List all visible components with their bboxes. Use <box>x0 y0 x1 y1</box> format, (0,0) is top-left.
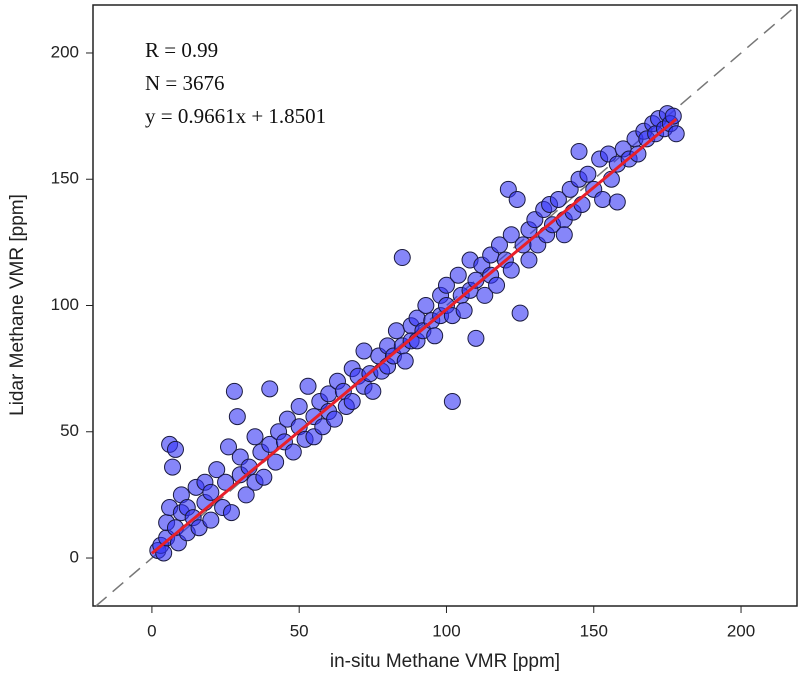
point <box>237 486 255 504</box>
y-tick-label: 200 <box>51 42 79 61</box>
point <box>426 327 444 345</box>
point <box>629 145 647 163</box>
point <box>202 511 220 529</box>
point <box>555 226 573 244</box>
point <box>570 142 588 160</box>
y-tick-label: 100 <box>51 295 79 314</box>
y-tick-label: 50 <box>60 421 79 440</box>
point <box>166 440 184 458</box>
x-tick-label: 100 <box>432 621 460 640</box>
point <box>502 261 520 279</box>
point <box>488 276 506 294</box>
point <box>222 504 240 522</box>
x-axis-title: in-situ Methane VMR [ppm] <box>330 651 560 672</box>
annotation: R = 0.99 <box>145 38 218 62</box>
point <box>396 352 414 370</box>
point <box>267 453 285 471</box>
point <box>449 266 467 284</box>
point <box>326 410 344 428</box>
point <box>246 428 264 446</box>
point <box>520 251 538 269</box>
point <box>467 329 485 347</box>
y-tick-label: 0 <box>70 548 79 567</box>
point <box>455 302 473 320</box>
y-tick-label: 150 <box>51 169 79 188</box>
x-tick-label: 50 <box>290 621 309 640</box>
point <box>549 190 567 208</box>
point <box>364 382 382 400</box>
point <box>417 297 435 314</box>
point <box>255 468 273 486</box>
point <box>579 165 597 183</box>
fit-line <box>150 117 678 555</box>
point <box>490 236 508 254</box>
point <box>355 342 373 360</box>
point <box>225 382 243 400</box>
point <box>228 408 246 426</box>
point <box>261 380 279 398</box>
point <box>290 398 308 416</box>
point <box>299 377 317 395</box>
point <box>393 249 411 267</box>
point <box>608 193 626 211</box>
point <box>508 190 526 208</box>
point <box>437 276 455 294</box>
annotation: N = 3676 <box>145 71 225 95</box>
annotation: y = 0.9661x + 1.8501 <box>145 104 326 128</box>
point <box>387 322 405 340</box>
point <box>208 461 226 479</box>
point <box>284 443 302 461</box>
x-tick-label: 0 <box>147 621 156 640</box>
point <box>443 392 461 410</box>
point <box>202 483 220 501</box>
point <box>664 107 682 125</box>
point <box>219 438 237 456</box>
point <box>343 392 361 410</box>
x-tick-label: 150 <box>580 621 608 640</box>
point <box>511 304 529 322</box>
x-tick-label: 200 <box>727 621 755 640</box>
point <box>594 190 612 208</box>
point <box>502 226 520 244</box>
point <box>217 473 235 491</box>
point <box>667 125 685 143</box>
point <box>476 286 494 304</box>
point <box>164 458 182 476</box>
y-axis-title: Lidar Methane VMR [ppm] <box>7 194 28 416</box>
